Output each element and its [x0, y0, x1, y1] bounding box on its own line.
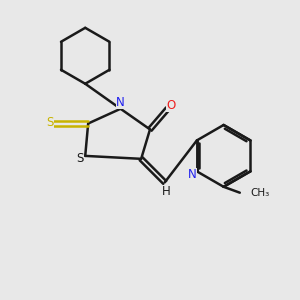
Text: N: N — [116, 96, 125, 110]
Text: S: S — [76, 152, 84, 165]
Text: H: H — [162, 185, 171, 198]
Text: S: S — [46, 116, 54, 128]
Text: N: N — [188, 168, 197, 181]
Text: O: O — [166, 99, 175, 112]
Text: CH₃: CH₃ — [250, 188, 269, 198]
